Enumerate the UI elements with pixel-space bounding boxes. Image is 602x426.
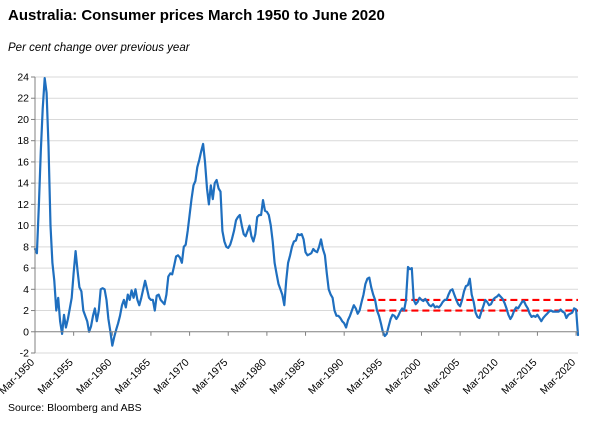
x-tick-label: Mar-2005 — [422, 357, 462, 397]
y-tick-label: 20 — [17, 114, 29, 126]
y-tick-label: -2 — [20, 348, 29, 360]
axes — [34, 77, 578, 353]
x-tick-label: Mar-1980 — [229, 357, 269, 397]
series — [33, 77, 580, 347]
chart-title: Australia: Consumer prices March 1950 to… — [8, 7, 385, 24]
x-tick-label: Mar-2015 — [499, 357, 539, 397]
x-tick-label: Mar-1990 — [306, 357, 346, 397]
x-tick-label: Mar-1975 — [190, 357, 230, 397]
x-axis-ticks: Mar-1950Mar-1955Mar-1960Mar-1965Mar-1970… — [0, 331, 578, 397]
gridlines — [35, 76, 578, 354]
source-note: Source: Bloomberg and ABS — [8, 402, 142, 414]
x-tick-label: Mar-1960 — [74, 357, 114, 397]
y-tick-label: 10 — [17, 220, 29, 232]
x-tick-label: Mar-1955 — [35, 357, 75, 397]
x-tick-label: Mar-1970 — [151, 357, 191, 397]
y-tick-label: 12 — [17, 199, 29, 211]
x-tick-label: Mar-2000 — [383, 357, 423, 397]
y-tick-label: 24 — [17, 72, 29, 84]
y-tick-label: 18 — [17, 135, 29, 147]
x-tick-label: Mar-2010 — [461, 357, 501, 397]
y-tick-label: 22 — [17, 93, 29, 105]
y-tick-label: 4 — [23, 284, 29, 296]
x-tick-label: Mar-1965 — [113, 357, 153, 397]
x-tick-label: Mar-1950 — [0, 357, 37, 397]
y-tick-label: 0 — [23, 326, 29, 338]
y-tick-label: 16 — [17, 156, 29, 168]
x-tick-label: Mar-1995 — [345, 357, 385, 397]
series-line-0 — [33, 77, 580, 347]
y-tick-label: 2 — [23, 305, 29, 317]
chart-subtitle: Per cent change over previous year — [8, 42, 190, 54]
y-tick-label: 14 — [17, 178, 29, 190]
x-tick-label: Mar-1985 — [267, 357, 307, 397]
y-tick-label: 6 — [23, 263, 29, 275]
y-tick-label: 8 — [23, 241, 29, 253]
x-tick-label: Mar-2020 — [538, 357, 578, 397]
